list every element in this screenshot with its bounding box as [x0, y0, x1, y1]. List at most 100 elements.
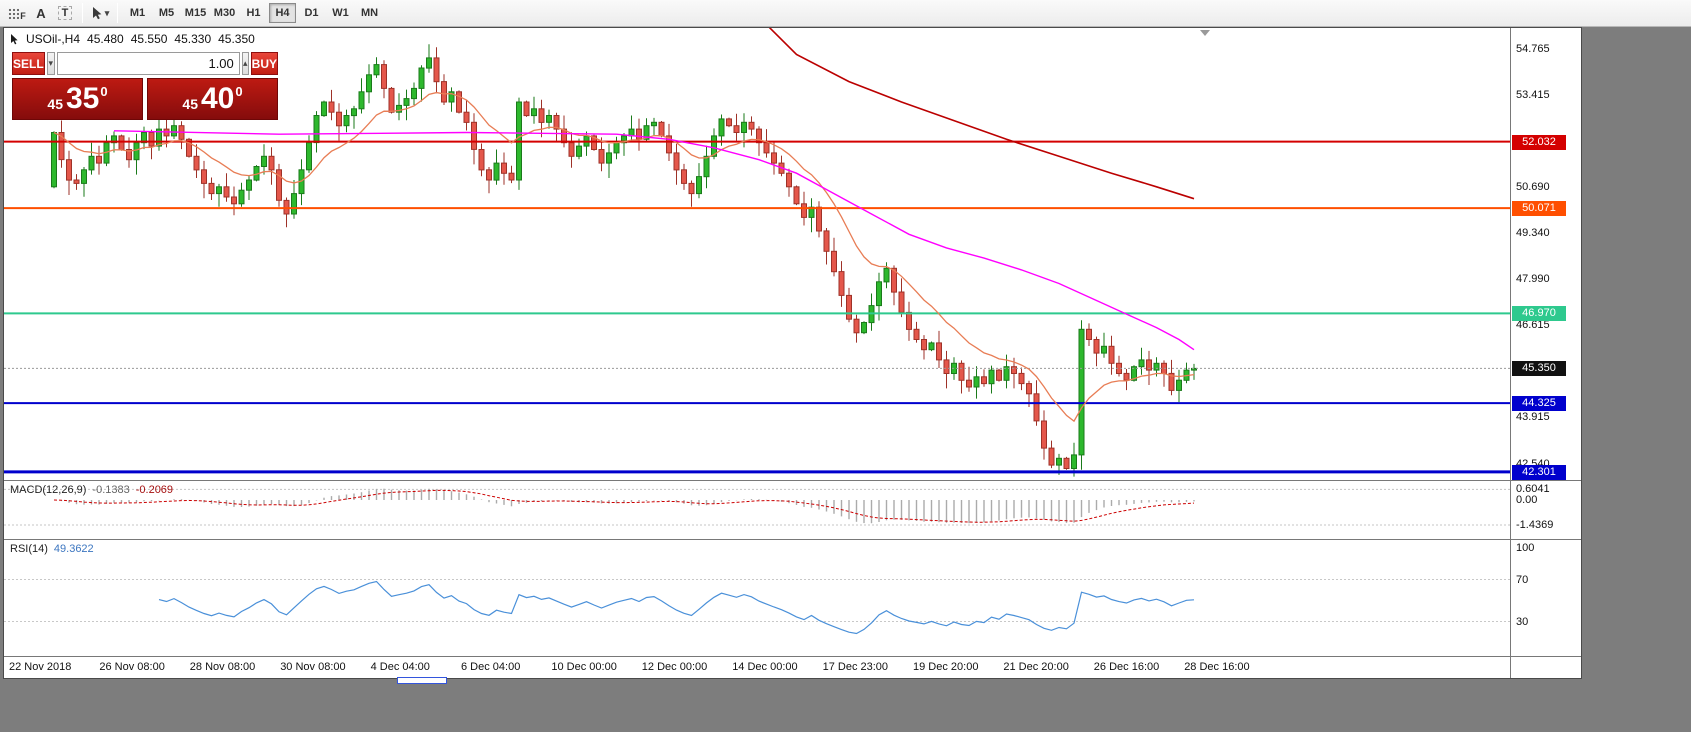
fibonacci-f-glyph: F: [20, 11, 26, 21]
candles: [51, 44, 1197, 477]
sell-price-whole: 45: [47, 96, 63, 112]
rsi-value: 49.3622: [53, 543, 94, 555]
text-label-tool-icon: T: [57, 6, 73, 20]
buy-price-pips: 40: [200, 82, 235, 115]
timeframe-m1[interactable]: M1: [124, 3, 151, 23]
chart-toolbar: F A T ▾ M1 M5 M15 M30 H1 H4 D1 W1 MN: [0, 0, 1691, 27]
symbol-timeframe-label: USOil-,H4: [26, 32, 81, 46]
axis-tick: 100: [1516, 542, 1535, 554]
ma-red-line: [768, 28, 1195, 200]
text-tool-button[interactable]: A: [29, 2, 53, 24]
sell-price-sup: 0: [100, 84, 108, 99]
text-tool-icon: A: [36, 5, 46, 21]
price-badge-45.350: 45.350: [1512, 361, 1566, 377]
price-badge-50.071: 50.071: [1512, 201, 1566, 217]
axis-tick: 30: [1516, 615, 1529, 628]
toolbar-separator: [82, 3, 83, 23]
axis-tick: 43.915: [1516, 411, 1550, 424]
volume-increase-button[interactable]: ▴: [241, 52, 249, 75]
chart-window: USOil-,H4 45.480 45.550 45.330 45.350 SE…: [3, 27, 1582, 679]
axis-tick: 49.340: [1516, 226, 1550, 239]
toolbar-separator: [117, 3, 118, 23]
date-label: 22 Nov 2018: [9, 661, 72, 673]
rsi-panel[interactable]: RSI(14) 49.3622: [4, 540, 1510, 657]
timeframe-w1[interactable]: W1: [327, 3, 354, 23]
chart-shift-marker[interactable]: [1200, 30, 1210, 36]
axis-tick: 46.615: [1516, 319, 1550, 332]
axis-tick: 54.765: [1516, 42, 1550, 55]
plot-column: USOil-,H4 45.480 45.550 45.330 45.350 SE…: [4, 28, 1510, 678]
price-badge-44.325: 44.325: [1512, 396, 1566, 412]
date-label: 19 Dec 20:00: [913, 661, 979, 673]
axis-tick: 0.6041: [1516, 483, 1550, 496]
price-chart-panel[interactable]: USOil-,H4 45.480 45.550 45.330 45.350 SE…: [4, 28, 1510, 481]
rsi-label: RSI(14) 49.3622: [10, 543, 94, 555]
sell-button[interactable]: SELL: [12, 52, 45, 75]
ohlc-low: 45.330: [174, 32, 212, 46]
timeframe-h4[interactable]: H4: [269, 3, 296, 23]
macd-name: MACD(12,26,9): [10, 484, 87, 496]
macd-value-main: -0.1383: [92, 484, 130, 496]
macd-chart: [4, 488, 1510, 526]
date-label: 4 Dec 04:00: [370, 661, 430, 673]
timeframe-h1[interactable]: H1: [240, 3, 267, 23]
date-label: 17 Dec 23:00: [822, 661, 889, 673]
axis-tick: 0.00: [1516, 493, 1538, 506]
cropped-ui-fragment: [397, 677, 447, 684]
price-badge-52.032: 52.032: [1512, 134, 1566, 150]
fibonacci-icon: [8, 7, 20, 19]
chevron-down-icon: ▾: [104, 7, 110, 18]
arrows-tool-button[interactable]: ▾: [88, 2, 112, 24]
timeframe-m15[interactable]: M15: [182, 3, 209, 23]
cursor-arrow-icon: [92, 7, 102, 20]
timeframe-d1[interactable]: D1: [298, 3, 325, 23]
volume-input[interactable]: [56, 52, 240, 75]
sell-price-pips: 35: [65, 82, 100, 115]
timeframe-m30[interactable]: M30: [211, 3, 238, 23]
price-axis-corner: [1511, 657, 1581, 678]
price-badge-46.970: 46.970: [1512, 306, 1566, 322]
axis-tick: -1.4369: [1516, 519, 1554, 532]
price-axis-main[interactable]: 54.765 53.415 50.690 49.340 47.990 46.615 43.9…: [1511, 28, 1581, 481]
buy-button[interactable]: BUY: [250, 52, 278, 75]
macd-value-signal: -0.2069: [135, 484, 174, 496]
pointer-artifact-icon: [11, 33, 18, 44]
ohlc-open: 45.480: [87, 32, 124, 46]
text-label-tool-button[interactable]: T: [53, 2, 77, 24]
buy-price-sup: 0: [235, 84, 243, 99]
timeframe-mn[interactable]: MN: [356, 3, 383, 23]
buy-price-whole: 45: [182, 96, 198, 112]
price-axis[interactable]: 54.765 53.415 50.690 49.340 47.990 46.615 43.9…: [1510, 28, 1581, 678]
fibonacci-tool-button[interactable]: F: [5, 2, 29, 24]
macd-signal-line: [53, 489, 1195, 523]
ohlc-close: 45.350: [218, 32, 255, 46]
date-label: 26 Dec 16:00: [1093, 661, 1160, 673]
rsi-chart: [4, 579, 1510, 635]
axis-tick: 50.690: [1516, 181, 1550, 194]
buy-price-display[interactable]: 45 40 0: [147, 78, 278, 120]
date-label: 14 Dec 00:00: [732, 661, 798, 673]
date-label: 6 Dec 04:00: [461, 661, 521, 673]
macd-panel[interactable]: MACD(12,26,9) -0.1383 -0.2069: [4, 481, 1510, 540]
axis-tick: 70: [1516, 573, 1529, 586]
one-click-trading-panel: SELL ▾ ▴ BUY 45 35 0 45: [12, 52, 278, 120]
axis-tick: 47.990: [1516, 272, 1550, 285]
date-label: 28 Nov 08:00: [189, 661, 256, 673]
candlestick-chart[interactable]: [4, 28, 1510, 480]
chart-ohlc-header: USOil-,H4 45.480 45.550 45.330 45.350: [10, 32, 255, 46]
price-axis-macd[interactable]: 0.6041 0.00 -1.4369: [1511, 481, 1581, 540]
date-label: 26 Nov 08:00: [99, 661, 165, 673]
timeframe-m5[interactable]: M5: [153, 3, 180, 23]
sell-price-display[interactable]: 45 35 0: [12, 78, 143, 120]
volume-dropdown-button[interactable]: ▾: [46, 52, 55, 75]
price-axis-rsi[interactable]: 100 70 30: [1511, 540, 1581, 657]
date-label: 28 Dec 16:00: [1184, 661, 1250, 673]
date-label: 21 Dec 20:00: [1003, 661, 1069, 673]
macd-label: MACD(12,26,9) -0.1383 -0.2069: [10, 484, 173, 496]
time-axis[interactable]: 22 Nov 2018 26 Nov 08:00 28 Nov 08:00 30 No…: [4, 657, 1510, 678]
ma-orange-line: [53, 91, 1195, 423]
macd-histogram: [60, 488, 1195, 524]
date-label: 10 Dec 00:00: [551, 661, 617, 673]
price-badge-42.301: 42.301: [1512, 464, 1566, 480]
